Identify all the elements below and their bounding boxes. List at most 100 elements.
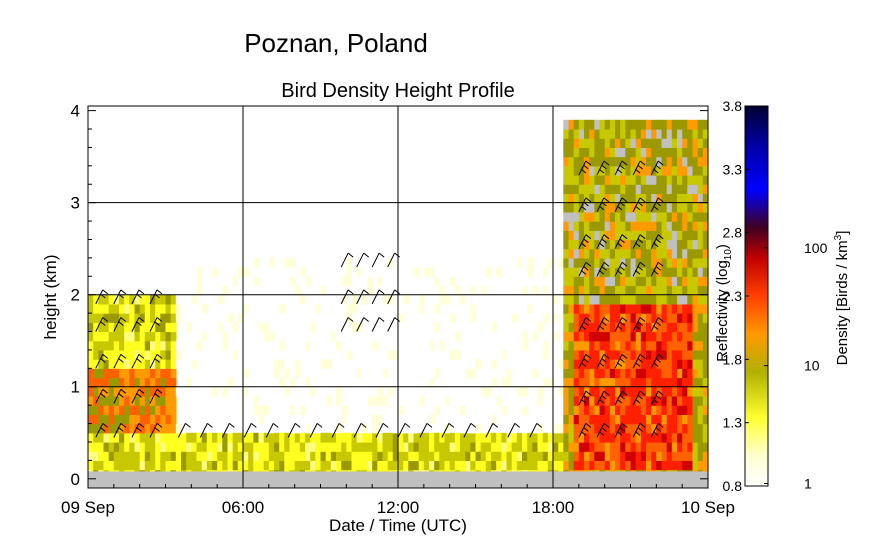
heatmap-cell [687, 119, 694, 130]
heatmap-cell [506, 423, 513, 434]
heatmap-cell [170, 432, 177, 443]
heatmap-cell [165, 451, 172, 461]
heatmap-cell [98, 359, 105, 369]
heatmap-cell [98, 340, 105, 351]
heatmap-cell [501, 432, 508, 443]
heatmap-cell [687, 313, 694, 323]
heatmap-cell [330, 460, 337, 471]
heatmap-cell [434, 442, 440, 452]
heatmap-cell [465, 331, 471, 342]
heatmap-cell [682, 322, 688, 333]
heatmap-cell [646, 267, 652, 277]
wind-barb [578, 160, 592, 176]
heatmap-cell [485, 442, 492, 452]
heatmap-cell [237, 313, 244, 323]
heatmap-cell [134, 313, 141, 323]
heatmap-cell [201, 368, 208, 379]
heatmap-cell [573, 368, 580, 379]
heatmap-cell [609, 451, 616, 461]
heatmap-cell [651, 331, 657, 342]
heatmap-cell [496, 257, 502, 268]
heatmap-cell [392, 442, 399, 452]
heatmap-cell [279, 432, 285, 443]
heatmap-cell [491, 432, 497, 443]
heatmap-cell [449, 322, 456, 333]
heatmap-cell [609, 414, 616, 425]
heatmap-cell [630, 257, 637, 268]
heatmap-cell [408, 432, 415, 443]
heatmap-cell [274, 313, 280, 323]
heatmap-cell [129, 423, 136, 434]
heatmap-cell [661, 202, 668, 213]
heatmap-cell [511, 451, 518, 461]
heatmap-cell [687, 377, 694, 388]
heatmap-cell [635, 313, 642, 323]
heatmap-cell [563, 129, 570, 139]
heatmap-cell [682, 147, 688, 158]
heatmap-cell [646, 322, 652, 333]
heatmap-cell [692, 423, 699, 434]
heatmap-cell [88, 313, 94, 323]
heatmap-cell [630, 267, 637, 277]
heatmap-cell [325, 322, 332, 333]
heatmap-cell [449, 276, 456, 287]
heatmap-cell [646, 386, 652, 397]
heatmap-cell [584, 405, 590, 415]
heatmap-cell [677, 129, 683, 139]
heatmap-cell [630, 239, 637, 250]
heatmap-cell [408, 451, 415, 461]
heatmap-cell [113, 368, 120, 379]
heatmap-cell [227, 432, 234, 443]
heatmap-cell [263, 377, 270, 388]
wind-barb [113, 317, 127, 332]
heatmap-cell [630, 129, 637, 139]
heatmap-cell [532, 276, 539, 287]
heatmap-cell [367, 386, 373, 397]
heatmap-cell [134, 303, 141, 314]
heatmap-cell [279, 359, 285, 369]
heatmap-cell [268, 257, 275, 268]
heatmap-cell [253, 257, 260, 268]
heatmap-cell [305, 460, 311, 471]
heatmap-cell [692, 193, 699, 204]
heatmap-cell [687, 405, 694, 415]
heatmap-cell [336, 451, 342, 461]
heatmap-cell [222, 442, 229, 452]
heatmap-cell [537, 423, 544, 434]
heatmap-cell [692, 156, 699, 167]
heatmap-cell [103, 368, 110, 379]
heatmap-cell [387, 396, 394, 406]
heatmap-cell [305, 423, 311, 434]
wind-barb [485, 422, 499, 438]
heatmap-cell [403, 267, 409, 277]
heatmap-cell [449, 432, 456, 443]
heatmap-cell [630, 423, 637, 434]
heatmap-cell [625, 248, 632, 259]
heatmap-cell [206, 257, 213, 268]
heatmap-cell [212, 331, 218, 342]
heatmap-cell [589, 119, 595, 130]
heatmap-cell [98, 349, 105, 360]
heatmap-cell [640, 211, 647, 222]
heatmap-cell [160, 396, 167, 406]
heatmap-cell [640, 257, 647, 268]
colorbar-reflectivity-tick: 0.8 [723, 478, 743, 494]
heatmap-cell [351, 442, 358, 452]
heatmap-cell [212, 267, 218, 277]
heatmap-cell [661, 138, 668, 148]
heatmap-cell [661, 359, 668, 369]
heatmap-cell [480, 432, 487, 443]
heatmap-cell [604, 294, 611, 305]
heatmap-cell [646, 460, 652, 471]
heatmap-cell [589, 193, 595, 204]
heatmap-cell [423, 267, 430, 277]
heatmap-cell [697, 193, 704, 204]
heatmap-cell [305, 294, 311, 305]
heatmap-cell [449, 414, 456, 425]
heatmap-cell [444, 276, 451, 287]
heatmap-cell [589, 267, 595, 277]
heatmap-cell [578, 175, 585, 185]
heatmap-cell [568, 294, 575, 305]
heatmap-cell [144, 313, 151, 323]
heatmap-cell [181, 276, 187, 287]
